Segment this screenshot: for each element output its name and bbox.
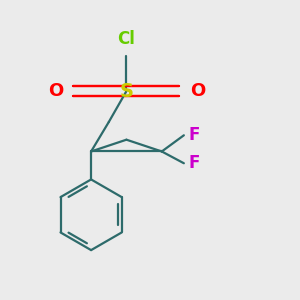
Text: F: F (188, 154, 200, 172)
Text: O: O (190, 82, 205, 100)
Text: Cl: Cl (118, 30, 135, 48)
Text: F: F (188, 126, 200, 144)
Text: S: S (119, 82, 134, 100)
Text: O: O (48, 82, 63, 100)
